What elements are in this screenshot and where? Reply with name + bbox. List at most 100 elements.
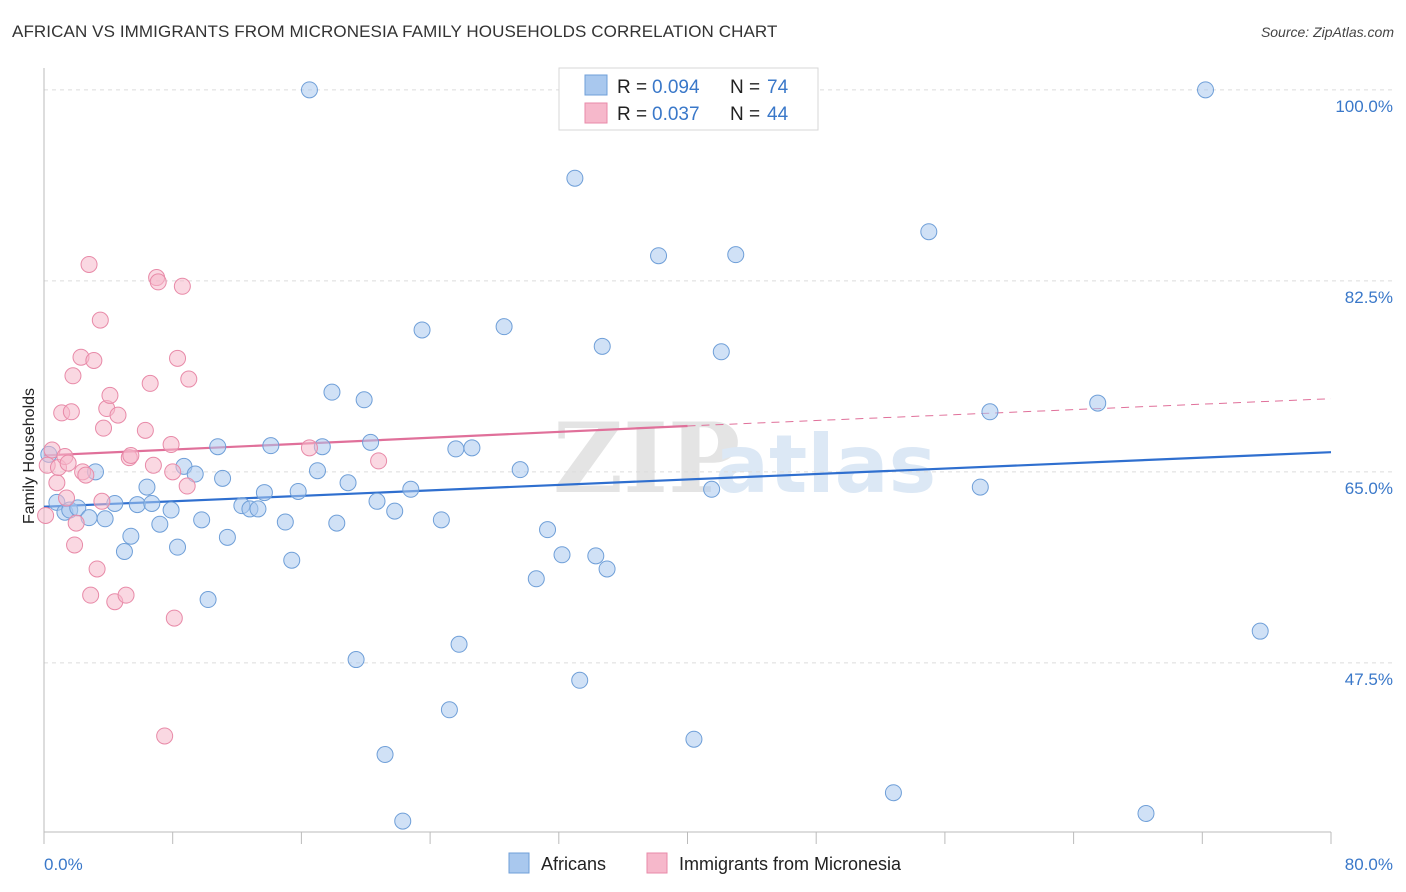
source-credit: Source: ZipAtlas.com [1260,24,1394,40]
point-micronesia [67,514,85,532]
point-micronesia [66,536,84,554]
point-micronesia [80,255,98,273]
point-africans [463,439,481,457]
point-africans [566,169,584,187]
watermark-zip: ZIP [553,402,740,515]
point-africans [1137,804,1155,822]
point-micronesia [48,474,66,492]
point-africans [376,746,394,764]
zipatlas-watermark: ZIP atlas [553,402,936,515]
gridlines [44,89,1393,664]
point-africans [186,465,204,483]
point-africans [539,521,557,539]
point-africans [703,480,721,498]
point-micronesia [117,586,135,604]
point-micronesia [141,374,159,392]
legend-n-africans: 74 [767,77,789,98]
point-africans [1089,394,1107,412]
point-micronesia [77,466,95,484]
point-micronesia [180,370,198,388]
point-micronesia [178,477,196,495]
point-micronesia [165,609,183,627]
x-tick-label-max: 80.0% [1345,855,1393,874]
point-africans [1251,622,1269,640]
point-micronesia [37,506,55,524]
legend-r-label-micronesia: R = [617,104,647,125]
legend-n-label-micronesia: N = [730,104,760,125]
point-africans [162,501,180,519]
point-africans [169,538,187,556]
legend-swatch-micronesia [584,102,608,124]
point-africans [199,591,217,609]
point-africans [1197,81,1215,99]
point-africans [413,321,431,339]
point-africans [289,482,307,500]
point-africans [323,383,341,401]
legend-n-label-africans: N = [730,77,760,98]
point-micronesia [82,586,100,604]
point-africans [450,635,468,653]
point-micronesia [95,419,113,437]
y-tick-label: 82.5% [1345,288,1393,307]
watermark-atlas: atlas [715,418,936,511]
point-africans [209,438,227,456]
point-africans [920,223,938,241]
point-micronesia [62,403,80,421]
point-africans [432,511,450,529]
legend-r-label-africans: R = [617,77,647,98]
point-africans [308,462,326,480]
point-africans [214,469,232,487]
point-micronesia [85,352,103,370]
point-africans [368,492,386,510]
x-tick-label-min: 0.0% [44,855,83,874]
point-africans [440,701,458,719]
point-africans [122,527,140,545]
y-tick-label: 100.0% [1335,97,1393,116]
point-africans [712,343,730,361]
y-axis-label: Family Households [21,388,38,524]
point-africans [138,478,156,496]
point-africans [355,391,373,409]
point-micronesia [122,446,140,464]
point-africans [598,560,616,578]
point-africans [495,318,513,336]
point-micronesia [156,727,174,745]
point-africans [981,403,999,421]
point-micronesia [370,452,388,470]
bottom-legend-swatch-micronesia [646,852,668,874]
point-africans [884,784,902,802]
point-micronesia [169,349,187,367]
point-africans [511,461,529,479]
point-africans [115,543,133,561]
point-micronesia [88,560,106,578]
point-africans [527,570,545,588]
point-africans [402,480,420,498]
bottom-legend-micronesia: Immigrants from Micronesia [679,854,902,874]
point-africans [971,478,989,496]
series-legend: Africans Immigrants from Micronesia [508,852,902,874]
point-micronesia [149,273,167,291]
point-micronesia [173,277,191,295]
point-africans [553,546,571,564]
point-africans [255,484,273,502]
point-micronesia [59,454,77,472]
legend-r-africans: 0.094 [652,77,700,98]
point-africans [685,730,703,748]
chart-title: AFRICAN VS IMMIGRANTS FROM MICRONESIA FA… [12,22,778,41]
data-points [37,81,1269,830]
point-africans [347,651,365,669]
legend-n-micronesia: 44 [767,104,789,125]
point-africans [362,433,380,451]
y-tick-label: 47.5% [1345,670,1393,689]
point-africans [262,437,280,455]
point-micronesia [101,386,119,404]
legend-swatch-africans [584,74,608,96]
point-micronesia [91,311,109,329]
point-africans [276,513,294,531]
point-africans [727,246,745,264]
trend-line-micronesia-extension [687,398,1332,427]
point-micronesia [162,436,180,454]
bottom-legend-africans: Africans [541,854,606,874]
point-africans [300,81,318,99]
